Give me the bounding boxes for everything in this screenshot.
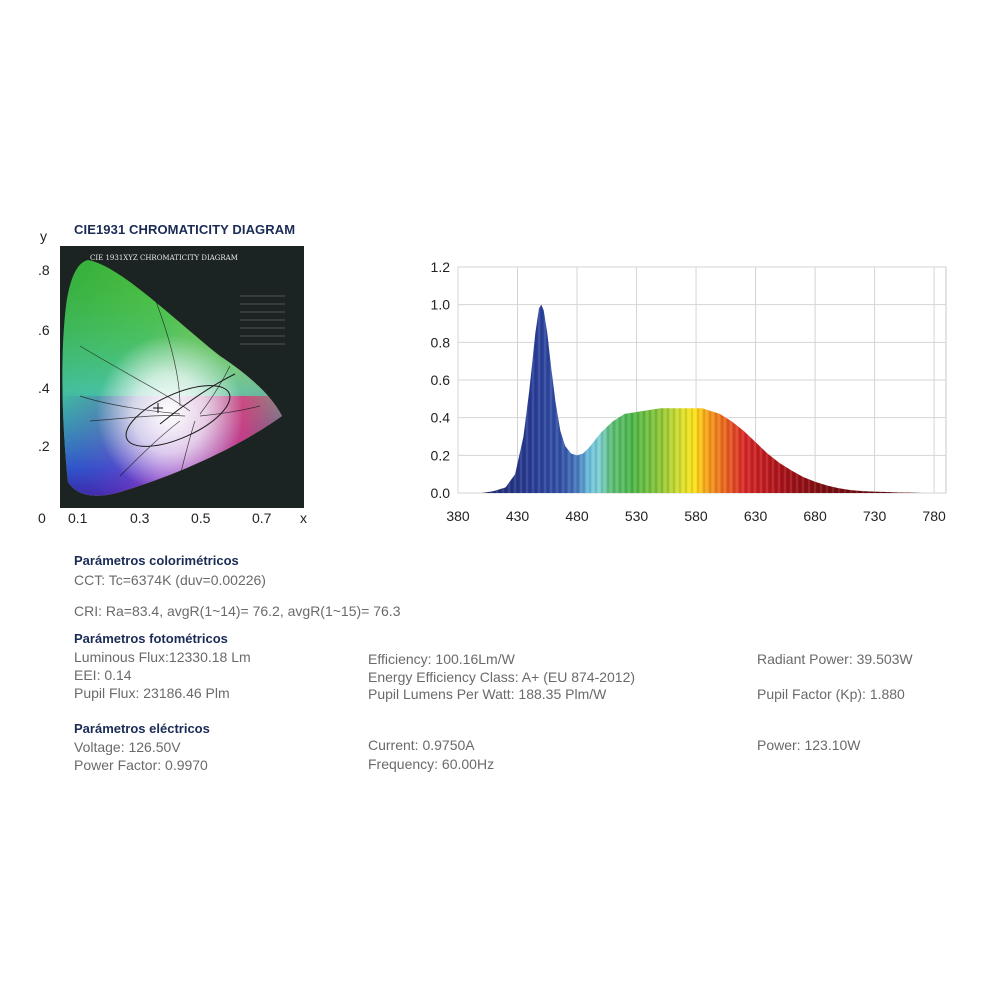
cie-y-tick: .8: [38, 262, 50, 278]
x-tick-labels: 380 430 480 530 580 630 680 730 780: [446, 508, 946, 524]
x-tick-label: 730: [863, 508, 887, 524]
x-tick-label: 630: [744, 508, 768, 524]
energy-class-value: Energy Efficiency Class: A+ (EU 874-2012…: [368, 669, 636, 685]
cie-y-tick: .6: [38, 322, 50, 338]
electrical-heading: Parámetros eléctricos: [74, 721, 210, 736]
x-tick-label: 480: [565, 508, 589, 524]
y-tick-label: 0.8: [431, 334, 451, 350]
pupil-lpw-value: Pupil Lumens Per Watt: 188.35 Plm/W: [368, 686, 607, 702]
y-tick-label: 1.0: [431, 297, 451, 313]
pupil-flux-value: Pupil Flux: 23186.46 Plm: [74, 685, 230, 701]
cie-inner-title: CIE 1931XYZ CHROMATICITY DIAGRAM: [90, 254, 238, 262]
spectrum-area: [481, 304, 923, 493]
efficiency-value: Efficiency: 100.16Lm/W: [368, 651, 515, 667]
luminous-flux-value: Luminous Flux:12330.18 Lm: [74, 649, 251, 665]
power-factor-value: Power Factor: 0.9970: [74, 757, 208, 773]
cie-x-axis-label: x: [300, 510, 307, 526]
y-tick-label: 0.0: [431, 485, 451, 501]
cct-value: CCT: Tc=6374K (duv=0.00226): [74, 572, 266, 588]
cie-x-tick: 0: [38, 510, 46, 526]
cie-x-tick: 0.3: [130, 510, 150, 526]
cri-value: CRI: Ra=83.4, avgR(1~14)= 76.2, avgR(1~1…: [74, 603, 401, 619]
pupil-factor-value: Pupil Factor (Kp): 1.880: [757, 686, 905, 702]
spectrum-chart: 0.0 0.2 0.4 0.6 0.8 1.0 1.2 380 430 480 530 580 630…: [431, 259, 947, 524]
frequency-value: Frequency: 60.00Hz: [368, 756, 495, 772]
y-tick-label: 1.2: [431, 259, 451, 275]
photometric-heading: Parámetros fotométricos: [74, 631, 228, 646]
cie-y-tick: .4: [38, 380, 50, 396]
cie-y-axis-label: y: [40, 228, 47, 244]
y-tick-label: 0.6: [431, 372, 451, 388]
cie-title: CIE1931 CHROMATICITY DIAGRAM: [74, 222, 296, 237]
cie-x-tick: 0.1: [68, 510, 88, 526]
colorimetric-heading: Parámetros colorimétricos: [74, 553, 239, 568]
radiant-power-value: Radiant Power: 39.503W: [757, 651, 913, 667]
x-tick-label: 430: [506, 508, 530, 524]
cie-x-tick: 0.7: [252, 510, 272, 526]
cie-y-tick: .2: [38, 438, 50, 454]
y-tick-label: 0.2: [431, 447, 451, 463]
x-tick-label: 780: [922, 508, 946, 524]
cie-x-tick: 0.5: [191, 510, 211, 526]
eei-value: EEI: 0.14: [74, 667, 132, 683]
y-tick-label: 0.4: [431, 410, 451, 426]
power-value: Power: 123.10W: [757, 737, 861, 753]
voltage-value: Voltage: 126.50V: [74, 739, 181, 755]
x-tick-label: 380: [446, 508, 470, 524]
x-tick-label: 680: [803, 508, 827, 524]
cie-chromaticity-diagram: CIE 1931XYZ CHROMATICITY DIAGRAM: [60, 246, 304, 508]
x-tick-label: 580: [684, 508, 708, 524]
current-value: Current: 0.9750A: [368, 737, 475, 753]
x-tick-label: 530: [625, 508, 649, 524]
y-tick-labels: 0.0 0.2 0.4 0.6 0.8 1.0 1.2: [431, 259, 451, 501]
